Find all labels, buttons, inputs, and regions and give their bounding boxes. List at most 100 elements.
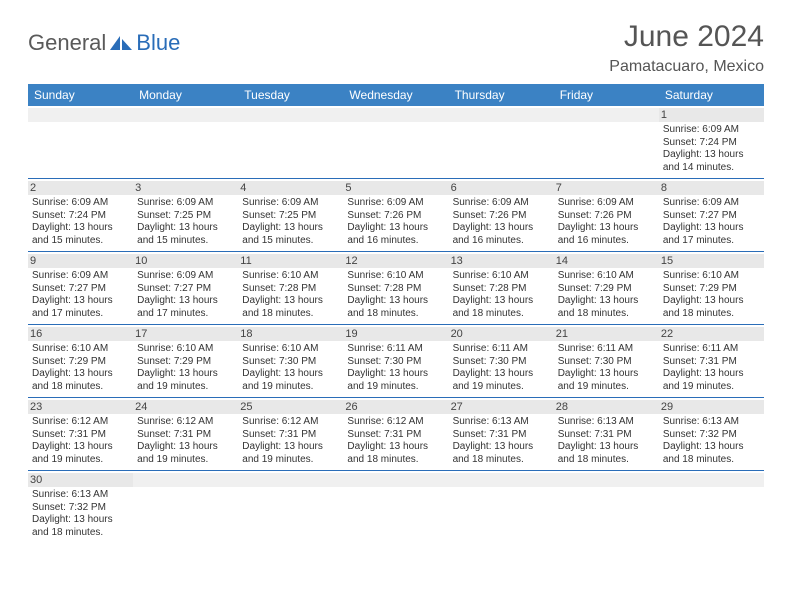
sunrise-line: Sunrise: 6:09 AM <box>32 197 129 210</box>
day-number: 7 <box>554 181 659 195</box>
calendar-cell: 5Sunrise: 6:09 AMSunset: 7:26 PMDaylight… <box>343 179 448 252</box>
day-number: 10 <box>133 254 238 268</box>
daylight-line-2: and 19 minutes. <box>137 454 234 467</box>
day-number: 4 <box>238 181 343 195</box>
sunset-line: Sunset: 7:30 PM <box>453 356 550 369</box>
daylight-line: Daylight: 13 hours <box>347 295 444 308</box>
sunrise-line: Sunrise: 6:09 AM <box>347 197 444 210</box>
sunrise-line: Sunrise: 6:09 AM <box>137 197 234 210</box>
sunrise-line: Sunrise: 6:12 AM <box>137 416 234 429</box>
day-number: 27 <box>449 400 554 414</box>
daylight-line-2: and 18 minutes. <box>32 527 129 540</box>
sunset-line: Sunset: 7:28 PM <box>242 283 339 296</box>
calendar-cell <box>28 106 133 179</box>
sunrise-line: Sunrise: 6:09 AM <box>137 270 234 283</box>
sunrise-line: Sunrise: 6:09 AM <box>453 197 550 210</box>
daylight-line: Daylight: 13 hours <box>137 441 234 454</box>
daylight-line: Daylight: 13 hours <box>347 441 444 454</box>
sunrise-line: Sunrise: 6:10 AM <box>347 270 444 283</box>
daylight-line: Daylight: 13 hours <box>32 441 129 454</box>
daylight-line: Daylight: 13 hours <box>453 295 550 308</box>
weekday-header: Monday <box>133 84 238 106</box>
weekday-header: Thursday <box>449 84 554 106</box>
calendar-cell: 12Sunrise: 6:10 AMSunset: 7:28 PMDayligh… <box>343 252 448 325</box>
sunset-line: Sunset: 7:31 PM <box>558 429 655 442</box>
daylight-line-2: and 18 minutes. <box>32 381 129 394</box>
daylight-line-2: and 18 minutes. <box>347 308 444 321</box>
calendar-cell: 28Sunrise: 6:13 AMSunset: 7:31 PMDayligh… <box>554 398 659 471</box>
daylight-line: Daylight: 13 hours <box>137 368 234 381</box>
daylight-line: Daylight: 13 hours <box>663 441 760 454</box>
daylight-line: Daylight: 13 hours <box>242 222 339 235</box>
day-number: 19 <box>343 327 448 341</box>
day-number <box>449 108 554 122</box>
calendar-cell <box>238 106 343 179</box>
sunrise-line: Sunrise: 6:10 AM <box>558 270 655 283</box>
sunset-line: Sunset: 7:28 PM <box>453 283 550 296</box>
day-number: 14 <box>554 254 659 268</box>
weekday-header: Sunday <box>28 84 133 106</box>
daylight-line: Daylight: 13 hours <box>663 222 760 235</box>
calendar-cell: 13Sunrise: 6:10 AMSunset: 7:28 PMDayligh… <box>449 252 554 325</box>
sunset-line: Sunset: 7:31 PM <box>32 429 129 442</box>
calendar-cell <box>554 471 659 544</box>
sunrise-line: Sunrise: 6:11 AM <box>347 343 444 356</box>
day-number: 15 <box>659 254 764 268</box>
calendar-cell <box>343 471 448 544</box>
daylight-line: Daylight: 13 hours <box>32 368 129 381</box>
weekday-header: Friday <box>554 84 659 106</box>
day-number: 9 <box>28 254 133 268</box>
logo-text-general: General <box>28 30 106 56</box>
header: General Blue June 2024 Pamatacuaro, Mexi… <box>28 20 764 76</box>
calendar-cell <box>238 471 343 544</box>
calendar-cell <box>659 471 764 544</box>
daylight-line: Daylight: 13 hours <box>663 368 760 381</box>
calendar-cell: 6Sunrise: 6:09 AMSunset: 7:26 PMDaylight… <box>449 179 554 252</box>
sunset-line: Sunset: 7:26 PM <box>453 210 550 223</box>
calendar-cell: 18Sunrise: 6:10 AMSunset: 7:30 PMDayligh… <box>238 325 343 398</box>
calendar-page: General Blue June 2024 Pamatacuaro, Mexi… <box>0 0 792 563</box>
daylight-line-2: and 19 minutes. <box>32 454 129 467</box>
calendar-cell: 17Sunrise: 6:10 AMSunset: 7:29 PMDayligh… <box>133 325 238 398</box>
calendar-cell: 26Sunrise: 6:12 AMSunset: 7:31 PMDayligh… <box>343 398 448 471</box>
sunset-line: Sunset: 7:31 PM <box>453 429 550 442</box>
daylight-line-2: and 16 minutes. <box>558 235 655 248</box>
daylight-line-2: and 15 minutes. <box>242 235 339 248</box>
sunrise-line: Sunrise: 6:09 AM <box>558 197 655 210</box>
sunrise-line: Sunrise: 6:12 AM <box>242 416 339 429</box>
calendar-cell: 9Sunrise: 6:09 AMSunset: 7:27 PMDaylight… <box>28 252 133 325</box>
daylight-line: Daylight: 13 hours <box>137 222 234 235</box>
calendar-cell: 7Sunrise: 6:09 AMSunset: 7:26 PMDaylight… <box>554 179 659 252</box>
calendar-table: Sunday Monday Tuesday Wednesday Thursday… <box>28 84 764 543</box>
daylight-line: Daylight: 13 hours <box>558 441 655 454</box>
sunset-line: Sunset: 7:29 PM <box>663 283 760 296</box>
sunrise-line: Sunrise: 6:10 AM <box>32 343 129 356</box>
sunset-line: Sunset: 7:27 PM <box>137 283 234 296</box>
daylight-line-2: and 19 minutes. <box>558 381 655 394</box>
day-number <box>133 108 238 122</box>
day-number <box>238 473 343 487</box>
sunset-line: Sunset: 7:30 PM <box>242 356 339 369</box>
calendar-cell: 30Sunrise: 6:13 AMSunset: 7:32 PMDayligh… <box>28 471 133 544</box>
sunset-line: Sunset: 7:32 PM <box>32 502 129 515</box>
calendar-row: 1Sunrise: 6:09 AMSunset: 7:24 PMDaylight… <box>28 106 764 179</box>
daylight-line-2: and 19 minutes. <box>663 381 760 394</box>
sunrise-line: Sunrise: 6:10 AM <box>137 343 234 356</box>
daylight-line: Daylight: 13 hours <box>558 295 655 308</box>
day-number: 21 <box>554 327 659 341</box>
daylight-line: Daylight: 13 hours <box>32 222 129 235</box>
sunrise-line: Sunrise: 6:09 AM <box>242 197 339 210</box>
sunset-line: Sunset: 7:25 PM <box>137 210 234 223</box>
daylight-line: Daylight: 13 hours <box>347 222 444 235</box>
daylight-line: Daylight: 13 hours <box>32 514 129 527</box>
day-number: 8 <box>659 181 764 195</box>
daylight-line-2: and 19 minutes. <box>453 381 550 394</box>
sunrise-line: Sunrise: 6:10 AM <box>453 270 550 283</box>
calendar-cell: 8Sunrise: 6:09 AMSunset: 7:27 PMDaylight… <box>659 179 764 252</box>
sunset-line: Sunset: 7:24 PM <box>32 210 129 223</box>
day-number <box>554 108 659 122</box>
daylight-line-2: and 15 minutes. <box>137 235 234 248</box>
weekday-header: Wednesday <box>343 84 448 106</box>
sunset-line: Sunset: 7:25 PM <box>242 210 339 223</box>
calendar-cell: 22Sunrise: 6:11 AMSunset: 7:31 PMDayligh… <box>659 325 764 398</box>
